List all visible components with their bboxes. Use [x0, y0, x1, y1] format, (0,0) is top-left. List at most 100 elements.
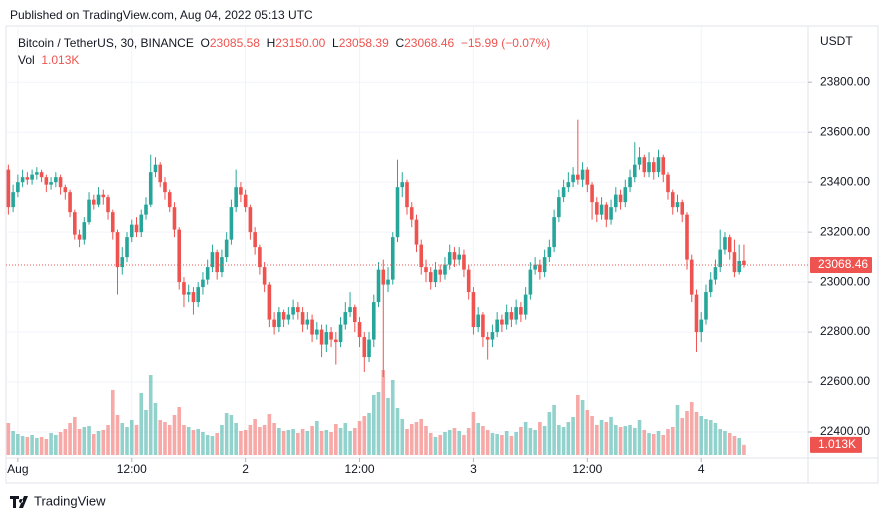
volume-bar [11, 431, 15, 455]
candle-body [315, 329, 319, 335]
y-tick-label: 23800.00 [820, 74, 870, 88]
candle-body [35, 172, 39, 175]
candle-body [205, 267, 210, 280]
volume-bar [466, 428, 471, 455]
candle-body [623, 187, 628, 203]
candle-body [177, 229, 182, 283]
candle-body [334, 339, 338, 343]
volume-bar [286, 430, 291, 455]
candle-body [742, 260, 746, 265]
candle-body [125, 237, 129, 258]
volume-bar [732, 436, 737, 455]
last-price-tag [810, 256, 872, 273]
volume-bar [243, 430, 248, 455]
volume-bar [500, 435, 504, 455]
volume-bar [110, 390, 115, 455]
candle-body [319, 329, 324, 345]
volume-bar [291, 429, 295, 455]
h-value: 23150.00 [275, 36, 326, 50]
vol-value: 1.013K [41, 53, 80, 67]
candle-body [533, 264, 537, 270]
candle-body [409, 207, 414, 220]
volume-bar [637, 420, 642, 455]
volume-bar [348, 431, 352, 455]
volume-bar [172, 415, 177, 455]
volume-bar [296, 433, 300, 455]
candle-body [158, 164, 163, 183]
candle-body [462, 254, 466, 270]
x-tick-label: 12:00 [345, 462, 375, 476]
volume-bar [267, 414, 272, 455]
candle-body [595, 202, 599, 215]
candle-body [438, 269, 443, 275]
candle-body [110, 212, 115, 233]
volume-bar [381, 370, 386, 455]
candle-body [481, 314, 485, 338]
candle-body [139, 214, 144, 233]
candle-body [352, 307, 357, 323]
candle-body [471, 292, 476, 328]
candle-body [253, 232, 257, 248]
volume-bar [134, 425, 139, 455]
candle-body [329, 332, 333, 340]
candle-body [466, 269, 471, 293]
volume-bar [63, 429, 68, 455]
candle-body [661, 157, 666, 175]
volume-bar [471, 412, 476, 455]
candle-body [552, 217, 556, 248]
candle-body [296, 307, 300, 313]
volume-bar [315, 421, 319, 455]
candle-body [106, 197, 110, 213]
candle-body [390, 237, 395, 280]
volume-bar [666, 429, 670, 455]
candle-body [428, 272, 433, 283]
candle-body [637, 157, 642, 165]
volume-bar [367, 413, 371, 455]
volume-bar [125, 427, 129, 455]
volume-bar [590, 416, 594, 455]
volume-bar [177, 407, 182, 455]
volume-bar [495, 434, 499, 455]
candle-body [585, 169, 590, 185]
candle-body [115, 232, 120, 268]
volume-bar [6, 423, 11, 455]
volume-bar [390, 380, 395, 455]
volume-bar [642, 430, 647, 455]
candle-body [452, 252, 457, 260]
l-value: 23058.39 [338, 36, 389, 50]
volume-bar [196, 429, 200, 455]
volume-bar [91, 434, 96, 455]
candle-body [49, 182, 53, 185]
volume-bar [651, 434, 656, 455]
candle-body [732, 252, 737, 273]
candle-body [476, 314, 480, 328]
candle-body [87, 199, 91, 223]
volume-bar [73, 417, 77, 455]
candle-body [20, 177, 25, 183]
candle-body [656, 157, 661, 173]
candle-body [11, 192, 15, 208]
candle-body [718, 249, 723, 268]
volume-bar [481, 426, 485, 455]
volume-bar [580, 400, 585, 455]
candle-body [39, 172, 44, 178]
h-label: H [266, 36, 276, 50]
volume-bar [106, 425, 110, 455]
volume-bar [433, 437, 438, 455]
volume-bar [504, 431, 509, 455]
candle-body [708, 279, 713, 293]
candle-body [509, 312, 514, 320]
candle-body [277, 312, 281, 328]
volume-bar [281, 431, 286, 455]
candle-body [191, 292, 196, 303]
volume-bar [490, 433, 495, 455]
volume-bar [727, 433, 732, 455]
candle-body [495, 319, 499, 333]
volume-bar [39, 437, 44, 455]
candle-body [590, 184, 594, 203]
candle-body [500, 319, 504, 325]
volume-bar [101, 430, 106, 455]
volume-bar [324, 430, 329, 455]
candle-body [609, 207, 613, 220]
candle-body [77, 234, 82, 240]
